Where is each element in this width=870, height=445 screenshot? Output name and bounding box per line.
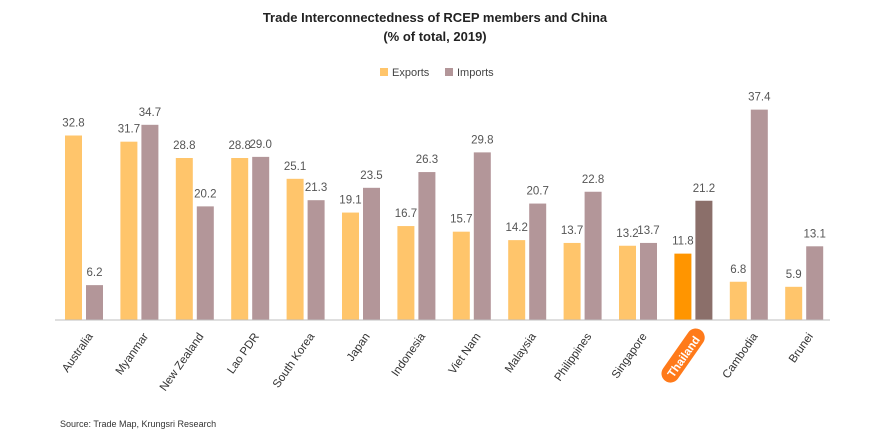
value-label-imports-philippines: 22.8	[582, 174, 604, 186]
category-text-brunei: Brunei	[787, 331, 816, 365]
value-label-exports-brunei: 5.9	[786, 269, 802, 281]
bar-exports-new-zealand	[175, 158, 193, 320]
bars-group	[65, 109, 824, 320]
category-text-new-zealand: New Zealand	[158, 331, 207, 393]
legend-label-exports: Exports	[392, 67, 430, 79]
category-text-philippines: Philippines	[553, 331, 595, 384]
bar-imports-brunei	[806, 246, 824, 320]
legend: Exports Imports	[380, 67, 494, 79]
bar-imports-myanmar	[141, 124, 159, 320]
category-label-brunei: Brunei	[787, 331, 816, 365]
value-label-imports-singapore: 13.7	[637, 225, 659, 237]
bar-imports-lao-pdr	[252, 156, 270, 320]
category-label-japan: Japan	[345, 331, 373, 364]
value-label-exports-lao-pdr: 28.8	[229, 140, 251, 152]
category-label-myanmar: Myanmar	[114, 331, 151, 377]
bar-exports-indonesia	[397, 226, 415, 320]
bar-exports-brunei	[785, 286, 803, 320]
bar-imports-cambodia	[750, 109, 768, 320]
bar-exports-philippines	[563, 242, 581, 320]
category-label-australia: Australia	[60, 331, 96, 375]
value-label-exports-indonesia: 16.7	[395, 208, 417, 220]
bar-exports-south-korea	[286, 178, 304, 320]
category-text-south-korea: South Korea	[271, 331, 318, 391]
value-label-imports-cambodia: 37.4	[748, 92, 771, 104]
legend-swatch-exports	[380, 68, 388, 76]
category-label-singapore: Singapore	[610, 331, 650, 381]
bar-imports-new-zealand	[196, 206, 214, 320]
value-label-imports-malaysia: 20.7	[527, 186, 549, 198]
category-text-myanmar: Myanmar	[114, 331, 151, 377]
value-label-exports-philippines: 13.7	[561, 225, 583, 237]
category-label-lao-pdr: Lao PDR	[225, 331, 262, 376]
category-label-malaysia: Malaysia	[503, 331, 539, 376]
value-label-exports-australia: 32.8	[62, 118, 84, 130]
value-label-imports-japan: 23.5	[360, 170, 382, 182]
highlight-label-background	[661, 328, 705, 383]
value-label-imports-lao-pdr: 29.0	[250, 139, 272, 151]
value-label-exports-viet-nam: 15.7	[450, 214, 472, 226]
value-label-imports-myanmar: 34.7	[139, 107, 161, 119]
category-text-cambodia: Cambodia	[721, 331, 761, 381]
value-label-exports-thailand: 11.8	[672, 236, 694, 248]
value-label-imports-south-korea: 21.3	[305, 182, 327, 194]
category-label-new-zealand: New Zealand	[158, 331, 207, 393]
value-label-exports-south-korea: 25.1	[284, 161, 306, 173]
category-text-japan: Japan	[345, 331, 373, 364]
value-label-imports-brunei: 13.1	[804, 228, 826, 240]
value-label-exports-japan: 19.1	[339, 195, 361, 207]
category-labels-group: Australia Myanmar New Zealand Lao PDR South …	[60, 328, 816, 394]
source-note: Source: Trade Map, Krungsri Research	[60, 419, 216, 429]
category-text-australia: Australia	[60, 331, 96, 375]
value-label-exports-malaysia: 14.2	[506, 222, 528, 234]
bar-imports-japan	[363, 187, 380, 320]
bar-imports-viet-nam	[473, 152, 491, 320]
bar-exports-lao-pdr	[231, 158, 249, 320]
category-text-lao-pdr: Lao PDR	[225, 331, 262, 376]
category-text-viet-nam: Viet Nam	[447, 331, 484, 376]
category-text-malaysia: Malaysia	[503, 331, 539, 376]
bar-imports-singapore	[640, 242, 657, 320]
bar-imports-malaysia	[529, 203, 547, 320]
bar-exports-thailand	[674, 253, 692, 320]
bar-imports-indonesia	[418, 172, 436, 320]
value-label-imports-new-zealand: 20.2	[194, 188, 216, 200]
chart-subtitle: (% of total, 2019)	[383, 29, 486, 44]
bar-exports-japan	[342, 212, 359, 320]
bar-exports-singapore	[619, 245, 636, 320]
bar-exports-malaysia	[508, 240, 526, 320]
value-label-imports-australia: 6.2	[87, 267, 103, 279]
bar-exports-australia	[65, 135, 82, 320]
bar-exports-myanmar	[120, 141, 138, 320]
value-label-imports-viet-nam: 29.8	[471, 134, 493, 146]
bar-exports-viet-nam	[452, 231, 470, 320]
category-label-thailand: Thailand	[661, 328, 705, 383]
value-labels-group: 32.86.231.734.728.820.228.829.025.121.31…	[62, 92, 826, 281]
bar-imports-south-korea	[307, 200, 325, 320]
chart-title: Trade Interconnectedness of RCEP members…	[263, 10, 608, 25]
value-label-imports-thailand: 21.2	[693, 183, 715, 195]
value-label-exports-singapore: 13.2	[616, 228, 638, 240]
category-label-indonesia: Indonesia	[390, 331, 429, 379]
value-label-exports-new-zealand: 28.8	[173, 140, 195, 152]
bar-imports-thailand	[695, 200, 713, 320]
category-label-cambodia: Cambodia	[721, 331, 761, 381]
category-label-south-korea: South Korea	[271, 331, 318, 391]
legend-swatch-imports	[445, 68, 453, 76]
category-text-singapore: Singapore	[610, 331, 650, 381]
bar-imports-philippines	[584, 191, 602, 320]
bar-imports-australia	[86, 285, 103, 320]
legend-label-imports: Imports	[457, 67, 494, 79]
value-label-imports-indonesia: 26.3	[416, 154, 438, 166]
category-label-viet-nam: Viet Nam	[447, 331, 484, 376]
value-label-exports-myanmar: 31.7	[118, 124, 140, 136]
value-label-exports-cambodia: 6.8	[730, 264, 746, 276]
bar-exports-cambodia	[729, 281, 747, 320]
category-text-indonesia: Indonesia	[390, 331, 429, 379]
category-label-philippines: Philippines	[553, 331, 595, 384]
